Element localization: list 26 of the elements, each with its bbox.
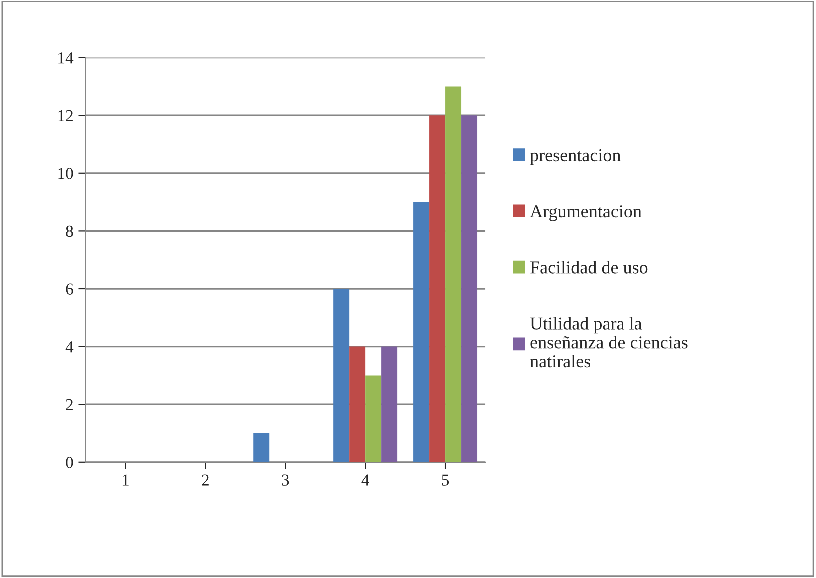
x-tick-label: 3 bbox=[282, 474, 290, 486]
bar bbox=[350, 346, 366, 462]
legend-label: Facilidad de uso bbox=[530, 261, 648, 274]
bar bbox=[366, 376, 382, 462]
bar bbox=[254, 434, 270, 462]
x-tick-label: 4 bbox=[362, 474, 370, 486]
bar bbox=[334, 289, 350, 462]
legend-label: Utilidad para la enseñanza de ciencias natirales bbox=[530, 317, 688, 368]
y-tick-label: 14 bbox=[58, 52, 74, 64]
bar bbox=[446, 86, 462, 462]
y-tick-label: 12 bbox=[58, 110, 73, 122]
bar bbox=[462, 116, 478, 462]
legend-label: Argumentacion bbox=[530, 206, 642, 222]
x-tick-label: 2 bbox=[202, 474, 209, 486]
legend-label: presentacion bbox=[530, 149, 621, 166]
bar bbox=[430, 116, 446, 462]
bar bbox=[382, 346, 398, 462]
x-tick-label: 5 bbox=[442, 474, 450, 486]
y-tick-label: 0 bbox=[66, 457, 74, 468]
y-tick-label: 10 bbox=[58, 168, 74, 180]
y-tick-label: 4 bbox=[66, 342, 74, 353]
bar bbox=[414, 202, 430, 462]
y-tick-label: 6 bbox=[66, 284, 74, 295]
y-tick-label: 8 bbox=[66, 226, 74, 238]
x-tick-label: 1 bbox=[122, 474, 129, 486]
y-tick-label: 2 bbox=[66, 399, 73, 410]
